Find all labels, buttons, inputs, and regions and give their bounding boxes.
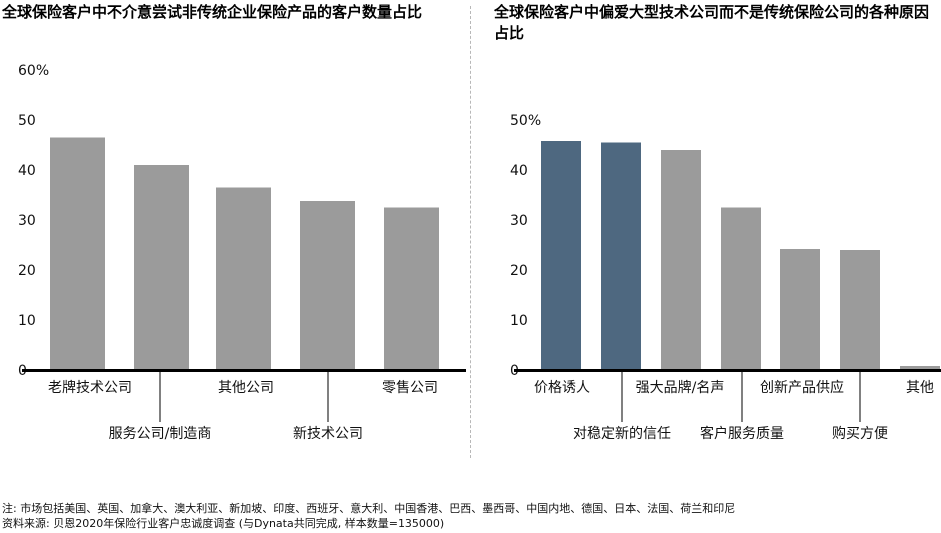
bar-0-2 — [216, 187, 271, 370]
bar-0-4 — [384, 207, 439, 370]
bar-0-1 — [134, 165, 189, 370]
source-note: 资料来源: 贝恩2020年保险行业客户忠诚度调查 (与Dynata共同完成, 样… — [2, 517, 445, 530]
bar-1-6 — [900, 366, 940, 370]
category-label-0-1: 服务公司/制造商 — [109, 426, 212, 442]
x-axis-1 — [514, 369, 941, 372]
category-label-0-3: 新技术公司 — [293, 426, 363, 442]
category-label-0-4: 零售公司 — [382, 380, 438, 396]
y-tick-label-0-5: 50 — [18, 113, 36, 129]
bar-1-0 — [541, 141, 581, 370]
y-tick-label-0-3: 30 — [18, 213, 36, 229]
y-tick-label-1-3: 30 — [510, 213, 528, 229]
y-tick-label-0-4: 40 — [18, 163, 36, 179]
bar-1-1 — [601, 142, 641, 370]
left-chart-title: 全球保险客户中不介意尝试非传统企业保险产品的客户数量占比 — [2, 3, 423, 21]
category-label-1-0: 价格诱人 — [534, 380, 590, 396]
category-label-1-3: 客户服务质量 — [700, 425, 784, 442]
category-label-1-2: 强大品牌/名声 — [636, 379, 725, 396]
bar-1-5 — [840, 250, 880, 370]
bar-1-4 — [780, 249, 820, 370]
y-tick-label-1-2: 20 — [510, 263, 528, 279]
y-tick-label-0-1: 10 — [18, 313, 36, 329]
bar-0-3 — [300, 201, 355, 370]
x-axis-0 — [22, 369, 466, 372]
y-tick-label-1-1: 10 — [510, 313, 528, 329]
category-label-1-5: 购买方便 — [832, 426, 888, 442]
y-tick-label-1-5: 50% — [510, 113, 541, 129]
charts-canvas: 0102030405060%老牌技术公司服务公司/制造商其他公司新技术公司零售公… — [18, 63, 941, 442]
category-label-0-2: 其他公司 — [218, 380, 274, 396]
category-label-1-6: 其他 — [906, 380, 934, 396]
footnote: 注: 市场包括美国、英国、加拿大、澳大利亚、新加坡、印度、西班牙、意大利、中国香… — [2, 502, 736, 515]
category-label-0-0: 老牌技术公司 — [48, 379, 132, 396]
y-tick-label-1-4: 40 — [510, 163, 528, 179]
y-tick-label-0-6: 60% — [18, 63, 49, 79]
bar-1-3 — [721, 207, 761, 370]
y-tick-label-0-2: 20 — [18, 263, 36, 279]
category-label-1-4: 创新产品供应 — [760, 379, 844, 396]
category-label-1-1: 对稳定新的信任 — [573, 426, 671, 442]
bar-0-0 — [50, 137, 105, 370]
bar-1-2 — [661, 150, 701, 370]
panel-divider — [470, 6, 471, 458]
right-chart-title: 全球保险客户中偏爱大型技术公司而不是传统保险公司的各种原因占比 — [494, 3, 930, 42]
